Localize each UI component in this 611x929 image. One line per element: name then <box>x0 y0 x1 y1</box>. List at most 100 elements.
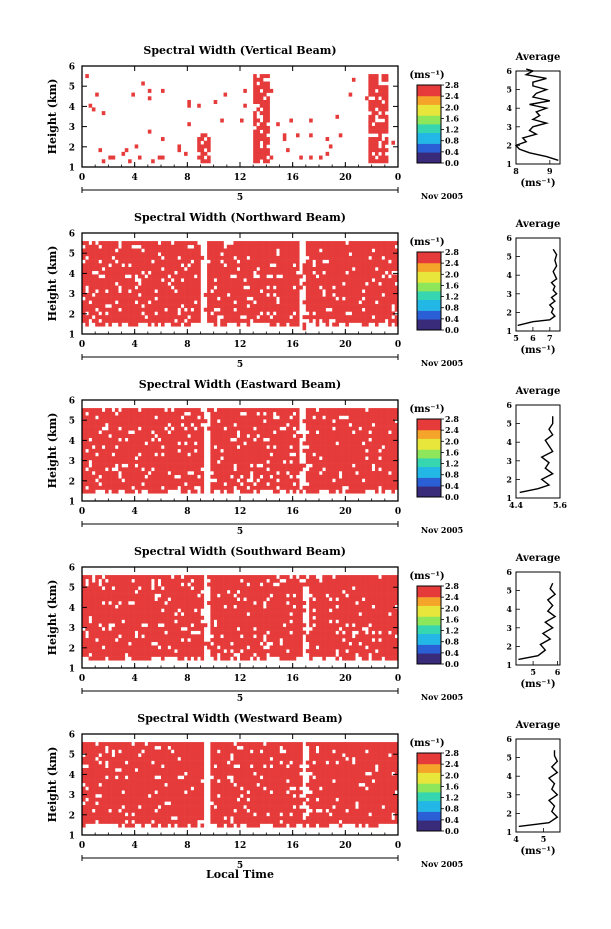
heatmap-cell <box>365 318 369 323</box>
heatmap-cell <box>253 77 257 82</box>
heatmap-cell <box>144 578 149 583</box>
heatmap-cell <box>263 129 267 134</box>
heatmap-cell <box>167 638 172 643</box>
heatmap-cell <box>154 630 159 635</box>
heatmap-cell <box>256 459 261 464</box>
heatmap-cell <box>368 426 372 431</box>
heatmap-cell <box>111 445 116 450</box>
heatmap-cell <box>141 619 145 624</box>
heatmap-cell <box>253 452 257 457</box>
heatmap-cell <box>147 582 152 587</box>
heatmap-cell <box>292 267 297 271</box>
heatmap-cell <box>256 88 261 93</box>
heatmap-cell <box>309 482 313 487</box>
heatmap-cell <box>223 270 228 275</box>
heatmap-cell <box>348 478 353 483</box>
heatmap-cell <box>177 437 182 442</box>
heatmap-cell <box>338 304 343 309</box>
heatmap-cell <box>213 441 218 446</box>
heatmap-cell <box>368 448 372 453</box>
heatmap-cell <box>193 318 198 323</box>
heatmap-cell <box>295 441 300 446</box>
heatmap-cell <box>256 137 261 142</box>
heatmap-cell <box>157 489 162 494</box>
heatmap-cell <box>282 456 287 461</box>
heatmap-cell <box>108 474 112 479</box>
heatmap-cell <box>322 300 326 305</box>
heatmap-cell <box>365 322 369 327</box>
colorbar-segment <box>417 438 441 442</box>
heatmap-cell <box>114 267 119 271</box>
heatmap-cell <box>91 300 96 305</box>
heatmap-cell <box>325 452 330 457</box>
heatmap-cell <box>134 241 139 246</box>
heatmap-cell <box>147 652 152 657</box>
heatmap-cell <box>246 307 251 312</box>
heatmap-cell <box>381 463 386 468</box>
average-y-tick-label: 6 <box>506 233 512 243</box>
heatmap-cell <box>345 255 349 260</box>
heatmap-cell <box>292 292 297 297</box>
heatmap-cell <box>279 422 284 427</box>
heatmap-cell <box>82 274 86 279</box>
heatmap-cell <box>170 463 175 468</box>
heatmap-cell <box>394 471 399 476</box>
heatmap-cell <box>134 623 139 628</box>
heatmap-cell <box>230 459 234 464</box>
heatmap-cell <box>157 285 162 290</box>
colorbar-segment <box>417 299 441 303</box>
heatmap-cell <box>114 489 119 494</box>
heatmap-cell <box>121 638 126 643</box>
heatmap-cell <box>381 485 386 490</box>
heatmap-cell <box>134 467 139 472</box>
heatmap-cell <box>207 315 211 320</box>
heatmap-cell <box>128 630 132 635</box>
heatmap-cell <box>315 471 320 476</box>
heatmap-cell <box>167 263 172 268</box>
heatmap-cell <box>351 478 356 483</box>
heatmap-cell <box>137 645 142 650</box>
heatmap-cell <box>147 318 152 323</box>
heatmap-cell <box>253 411 257 416</box>
heatmap-cell <box>263 151 267 156</box>
heatmap-cell <box>384 96 389 101</box>
heatmap-cell <box>381 252 386 257</box>
heatmap-cell <box>233 315 238 320</box>
heatmap-cell <box>374 474 379 479</box>
heatmap-cell <box>128 575 132 580</box>
heatmap-cell <box>355 430 359 435</box>
heatmap-cell <box>203 307 208 312</box>
heatmap-cell <box>233 415 238 420</box>
heatmap-cell <box>105 448 109 453</box>
heatmap-cell <box>91 259 96 264</box>
heatmap-cell <box>114 459 119 464</box>
heatmap-cell <box>226 474 231 479</box>
heatmap-cell <box>151 601 155 605</box>
heatmap-cell <box>358 452 363 457</box>
heatmap-cell <box>82 252 86 257</box>
heatmap-cell <box>187 259 191 264</box>
heatmap-cell <box>263 448 267 453</box>
heatmap-cell <box>253 148 257 153</box>
average-y-tick-label: 5 <box>506 252 512 262</box>
heatmap-cell <box>384 159 389 164</box>
heatmap-cell <box>157 311 162 316</box>
heatmap-cell <box>381 471 386 476</box>
heatmap-cell <box>292 241 297 246</box>
heatmap-cell <box>187 467 191 472</box>
heatmap-cell <box>124 452 129 457</box>
heatmap-cell <box>295 452 300 457</box>
heatmap-cell <box>289 411 293 416</box>
heatmap-cell <box>144 593 149 598</box>
heatmap-cell <box>256 252 261 257</box>
heatmap-cell <box>216 285 221 290</box>
heatmap-cell <box>187 296 191 301</box>
heatmap-cell <box>137 441 142 446</box>
heatmap-cell <box>226 422 231 427</box>
heatmap-cell <box>131 471 135 476</box>
heatmap-cell <box>236 285 241 290</box>
heatmap-cell <box>144 408 149 413</box>
heatmap-cell <box>266 111 270 116</box>
heatmap-cell <box>259 445 264 450</box>
heatmap-cell <box>233 471 238 476</box>
